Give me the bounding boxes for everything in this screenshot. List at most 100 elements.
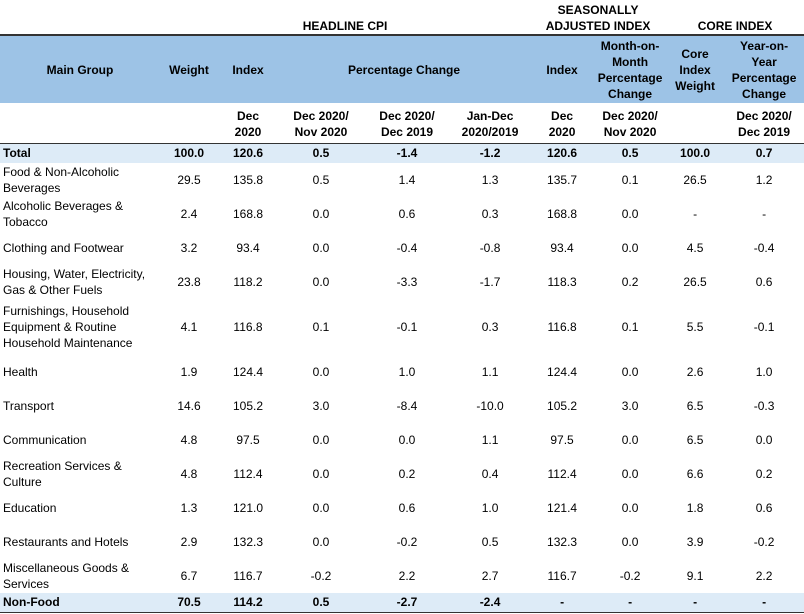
cell-value: 116.7 [547, 569, 577, 583]
cell-value: 121.0 [232, 501, 264, 515]
cell-value: 4.8 [180, 433, 198, 447]
cell-value: 0.0 [621, 365, 639, 379]
cell-value: 2.7 [481, 569, 499, 583]
cell-value: 93.4 [550, 241, 574, 255]
cell-value: 132.3 [547, 535, 578, 549]
cell-value: 2.2 [755, 569, 773, 583]
cell-value: 0.0 [621, 241, 639, 255]
data-row: Education 1.3 121.0 0.0 0.6 1.0 121.4 0.0 1.8 0.6 [0, 491, 804, 525]
cell-value: 132.3 [232, 535, 264, 549]
sub-header: Dec 2020/ Nov 2020 [293, 108, 349, 139]
column-header: Core Index Weight [666, 34, 725, 103]
cell-value: 0.2 [398, 467, 416, 481]
cell-value: 0.0 [621, 467, 639, 481]
cell-value: -0.2 [753, 535, 775, 549]
cell-value: 1.0 [481, 501, 499, 515]
cell-value: 5.5 [686, 320, 704, 334]
cell-value: 3.0 [312, 399, 330, 413]
group-header: HEADLINE CPI [302, 19, 388, 33]
cell-value: 4.5 [686, 241, 704, 255]
cell-value: - [724, 593, 804, 613]
cell-value: 0.5 [278, 593, 364, 613]
column-header: Index [218, 34, 278, 103]
cell-value: 105.2 [232, 399, 264, 413]
cell-value: 4.8 [180, 467, 198, 481]
cell-value: - [530, 593, 595, 613]
cell-value: 120.6 [218, 142, 278, 163]
row-label: Total [0, 142, 160, 163]
cell-value: 0.2 [755, 467, 773, 481]
cell-value: 26.5 [683, 173, 707, 187]
cell-value: -0.1 [396, 320, 418, 334]
group-header-row: HEADLINE CPI SEASONALLY ADJUSTED INDEX COR… [0, 0, 804, 35]
cell-value: 0.0 [621, 207, 639, 221]
cell-value: -8.4 [396, 399, 418, 413]
column-header: Year-on- Year Percentage Change [724, 34, 804, 103]
row-label: Transport [3, 399, 54, 413]
data-row: Clothing and Footwear 3.2 93.4 0.0 -0.4 -0.8 9… [0, 231, 804, 265]
sub-header: Dec 2020/ Nov 2020 [602, 108, 658, 139]
cell-value: 116.8 [233, 320, 263, 334]
cell-value: 6.5 [686, 433, 704, 447]
group-header: CORE INDEX [697, 19, 773, 33]
column-header: Index [530, 34, 595, 103]
data-row: Furnishings, Household Equipment & Routi… [0, 299, 804, 355]
cell-value: 0.0 [755, 433, 773, 447]
cell-value: - [693, 207, 698, 221]
cell-value: 6.7 [180, 569, 198, 583]
cell-value: -0.1 [753, 320, 775, 334]
cell-value: 1.3 [481, 173, 499, 187]
cell-value: 4.1 [180, 320, 198, 334]
cell-value: 1.1 [481, 365, 499, 379]
cell-value: 0.6 [398, 501, 416, 515]
cell-value: 9.1 [686, 569, 704, 583]
cell-value: 135.7 [547, 173, 578, 187]
cell-value: 97.5 [550, 433, 574, 447]
cell-value: -2.4 [450, 593, 531, 613]
cell-value: - [666, 593, 725, 613]
cell-value: 100.0 [666, 142, 725, 163]
cell-value: 0.1 [312, 320, 330, 334]
sub-header [666, 103, 724, 143]
cell-value: 1.4 [398, 173, 416, 187]
sub-header [160, 103, 218, 143]
cell-value: 0.6 [755, 501, 773, 515]
cell-value: -0.3 [753, 399, 775, 413]
column-header: Weight [160, 34, 218, 103]
cell-value: 2.9 [180, 535, 198, 549]
cell-value: 0.5 [481, 535, 499, 549]
cell-value: 0.0 [312, 241, 330, 255]
cell-value: 0.3 [481, 207, 499, 221]
cell-value: 0.5 [594, 142, 667, 163]
cell-value: 116.8 [547, 320, 577, 334]
data-row: Transport 14.6 105.2 3.0 -8.4 -10.0 105.2 3.0 6.… [0, 389, 804, 423]
row-label: Communication [3, 433, 87, 447]
row-label: Miscellaneous Goods & Services [3, 561, 130, 591]
cell-value: 100.0 [160, 142, 218, 163]
data-row: Restaurants and Hotels 2.9 132.3 0.0 -0.2 0.5… [0, 525, 804, 559]
cell-value: 0.6 [398, 207, 416, 221]
group-header: SEASONALLY ADJUSTED INDEX [545, 3, 651, 33]
data-row: Communication 4.8 97.5 0.0 0.0 1.1 97.5 0.0 6.5 0… [0, 423, 804, 457]
cell-value: 0.1 [621, 320, 639, 334]
cell-value: -0.8 [479, 241, 501, 255]
cell-value: 0.0 [312, 433, 330, 447]
cell-value: 0.1 [621, 173, 639, 187]
cell-value: -0.2 [396, 535, 418, 549]
sub-header: Jan-Dec 2020/2019 [461, 108, 519, 139]
cell-value: 0.0 [312, 207, 330, 221]
cell-value: -1.2 [450, 142, 531, 163]
cell-value: 135.8 [232, 173, 264, 187]
cell-value: 0.0 [621, 433, 639, 447]
cell-value: 112.4 [547, 467, 577, 481]
cell-value: 2.4 [180, 207, 198, 221]
row-label: Furnishings, Household Equipment & Routi… [3, 304, 133, 350]
data-row: Recreation Services & Culture 4.8 112.4 0.0… [0, 457, 804, 491]
cell-value: 116.7 [233, 569, 263, 583]
data-row: Non-Food 70.5 114.2 0.5 -2.7 -2.4- - - - [0, 593, 804, 613]
data-row: Alcoholic Beverages & Tobacco 2.4 168.8 0.0… [0, 197, 804, 231]
cell-value: 29.5 [177, 173, 201, 187]
cell-value: 2.2 [398, 569, 416, 583]
cell-value: 1.9 [180, 365, 198, 379]
